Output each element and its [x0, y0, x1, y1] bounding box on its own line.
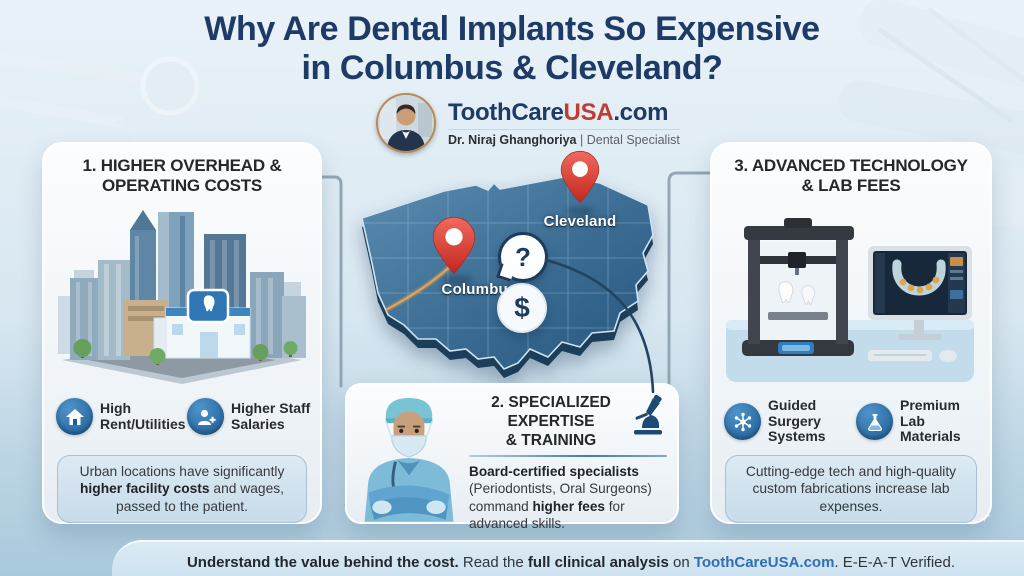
question-glyph: ? [515, 241, 531, 272]
doctor-photo-illustration [378, 95, 434, 151]
expertise-note-seg2: higher fees [532, 498, 605, 514]
footer-seg2: full clinical analysis [527, 553, 669, 571]
footer-seg0: Understand the value behind the cost. [186, 553, 459, 571]
brand-name-dotcom: .com [613, 98, 669, 126]
location-pin-icon [560, 150, 600, 204]
dollar-glyph: $ [514, 292, 530, 323]
feature-lab-materials-label: Premium Lab Materials [900, 397, 961, 445]
map-label-columbus: Columbus [441, 281, 517, 298]
expertise-content: 2. SPECIALIZED EXPERTISE & TRAINING Boar… [469, 393, 667, 531]
brand-name-tooth: ToothCare [448, 98, 564, 126]
city-illustration [58, 210, 306, 384]
feature-salaries: Higher Staff Salaries [187, 398, 316, 435]
overhead-note: Urban locations have significantly highe… [57, 455, 307, 523]
panel-technology-heading: 3. ADVANCED TECHNOLOGY & LAB FEES [718, 156, 984, 196]
footer-seg5: . E-E-A-T Verified. [834, 553, 956, 571]
panel-expertise-heading-line1: 2. SPECIALIZED EXPERTISE [491, 394, 611, 430]
expertise-note-seg1: (Periodontists, Oral Surgeons) command [469, 481, 652, 514]
map-label-cleveland: Cleveland [543, 213, 617, 230]
panel-overhead-heading-line2: OPERATING COSTS [101, 176, 263, 195]
brand-header: ToothCareUSA.com Dr. Niraj Ghanghoriya |… [376, 93, 680, 153]
panel-overhead-costs: 1. HIGHER OVERHEAD & OPERATING COSTS [42, 142, 322, 524]
feature-rent: High Rent/Utilities [56, 398, 186, 435]
expertise-note: Board-certified specialists (Periodontis… [469, 463, 667, 532]
staff-icon [187, 398, 224, 435]
house-icon [56, 398, 93, 435]
title-line1: Why Are Dental Implants So Expensive [204, 10, 820, 48]
footer-seg1: Read the [458, 553, 528, 571]
brand-text: ToothCareUSA.com Dr. Niraj Ghanghoriya |… [448, 98, 680, 147]
title-line2: in Columbus & Cleveland? [301, 49, 723, 87]
overhead-features: High Rent/Utilities Higher Staff Salarie… [56, 398, 316, 435]
expertise-divider [469, 455, 667, 457]
panel-technology-heading-line1: 3. ADVANCED TECHNOLOGY [734, 156, 968, 175]
overhead-note-seg2: and wages, passed to the patient. [116, 481, 284, 514]
panel-expertise-heading-line2: & TRAINING [505, 432, 597, 449]
doctor-byline: Dr. Niraj Ghanghoriya | Dental Specialis… [448, 128, 680, 147]
panel-overhead-heading: 1. HIGHER OVERHEAD & OPERATING COSTS [50, 156, 314, 196]
footer-bar: Understand the value behind the cost. Re… [112, 540, 1024, 576]
footer-seg3: on [668, 553, 694, 571]
surgeon-illustration [364, 398, 454, 522]
panel-expertise-heading: 2. SPECIALIZED EXPERTISE & TRAINING [469, 393, 667, 450]
brand-name-usa: USA [563, 98, 614, 126]
panel-specialized-expertise: 2. SPECIALIZED EXPERTISE & TRAINING Boar… [345, 383, 679, 531]
location-pin-icon [432, 216, 476, 275]
doctor-avatar [376, 93, 436, 153]
technology-note-text: Cutting-edge tech and high-quality custo… [745, 463, 957, 514]
lab-flask-icon [856, 403, 893, 440]
dollar-circle-icon: $ [497, 283, 547, 333]
expertise-note-seg3: for advanced skills. [469, 498, 625, 531]
expertise-note-seg0: Board-certified specialists [469, 464, 639, 479]
brand-name: ToothCareUSA.com [448, 98, 680, 126]
feature-salaries-label: Higher Staff Salaries [231, 399, 311, 432]
overhead-note-seg1: higher facility costs [80, 481, 210, 497]
ohio-map: Columbus Cleveland ? $ [348, 143, 672, 383]
map-marker-columbus: Columbus [419, 215, 539, 298]
footer-text: Understand the value behind the cost. Re… [187, 554, 955, 571]
footer-site-link[interactable]: ToothCareUSA.com [693, 553, 835, 571]
panel-technology-fees: 3. ADVANCED TECHNOLOGY & LAB FEES [710, 142, 992, 524]
feature-guided-surgery-label: Guided Surgery Systems [768, 397, 826, 445]
doctor-name: Dr. Niraj Ghanghoriya [448, 132, 577, 147]
overhead-note-seg0: Urban locations have significantly [79, 463, 285, 479]
technology-note: Cutting-edge tech and high-quality custo… [725, 455, 977, 523]
doctor-role: Dental Specialist [586, 132, 680, 147]
guided-surgery-icon [724, 403, 761, 440]
feature-rent-label: High Rent/Utilities [100, 399, 186, 432]
panel-overhead-heading-line1: 1. HIGHER OVERHEAD & [82, 156, 282, 175]
microscope-icon [634, 395, 662, 435]
map-marker-cleveland: Cleveland [520, 149, 640, 230]
feature-lab-materials: Premium Lab Materials [856, 397, 986, 445]
feature-guided-surgery: Guided Surgery Systems [724, 397, 854, 445]
byline-divider: | [580, 132, 584, 147]
question-bubble-icon: ? [498, 232, 548, 282]
panel-technology-heading-line2: & LAB FEES [801, 176, 901, 195]
page-title: Why Are Dental Implants So Expensive in … [0, 10, 1024, 88]
dental-lab-illustration [726, 218, 974, 382]
technology-features: Guided Surgery Systems Premium Lab Mater… [724, 397, 986, 445]
